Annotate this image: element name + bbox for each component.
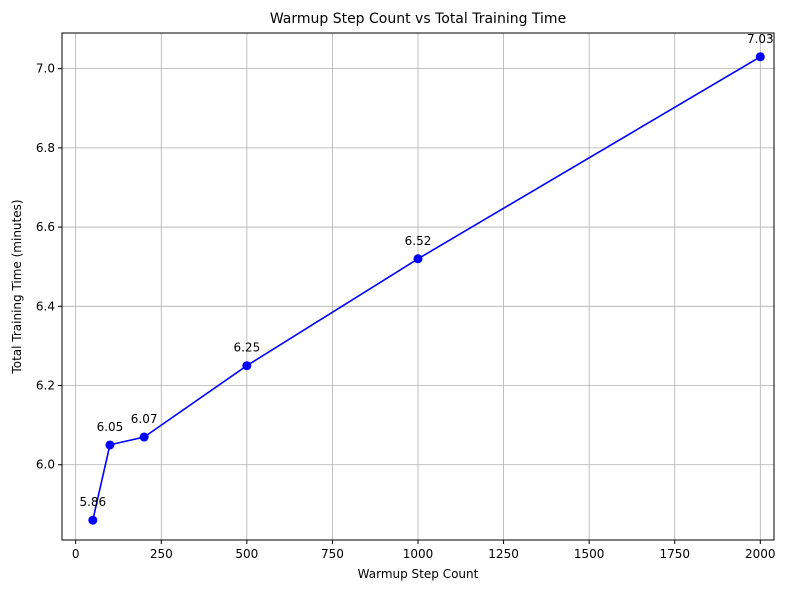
y-tick-label: 6.8 xyxy=(36,141,55,155)
x-tick-label: 1500 xyxy=(574,547,605,561)
chart-title: Warmup Step Count vs Total Training Time xyxy=(270,11,566,27)
ticks: 0 250 500 750 1000 1250 1500 1750 2000 6.0 6.2 6.4 6… xyxy=(36,62,776,561)
y-tick-label: 6.0 xyxy=(36,458,55,472)
y-tick-label: 6.6 xyxy=(36,220,55,234)
x-tick-label: 1750 xyxy=(659,547,690,561)
x-tick-label: 250 xyxy=(150,547,173,561)
x-tick-label: 750 xyxy=(321,547,344,561)
y-tick-label: 6.2 xyxy=(36,379,55,393)
data-label: 6.52 xyxy=(405,234,432,248)
data-point xyxy=(139,432,149,442)
data-label: 6.25 xyxy=(233,341,260,355)
data-point xyxy=(105,440,115,450)
data-label: 6.07 xyxy=(131,412,158,426)
data-point xyxy=(755,52,765,62)
data-point xyxy=(242,361,252,371)
y-axis-label: Total Training Time (minutes) xyxy=(10,199,24,374)
data-point xyxy=(413,254,423,264)
series-layer: 5.86 6.05 6.07 6.25 6.52 7.03 xyxy=(79,32,774,525)
series-line xyxy=(92,56,761,521)
y-tick-label: 7.0 xyxy=(36,62,55,76)
x-tick-label: 0 xyxy=(72,547,80,561)
data-label: 6.05 xyxy=(97,420,124,434)
y-tick-label: 6.4 xyxy=(36,299,55,313)
data-label: 5.86 xyxy=(79,495,106,509)
x-tick-label: 1250 xyxy=(488,547,519,561)
grid xyxy=(62,33,774,540)
x-tick-label: 500 xyxy=(235,547,258,561)
data-point xyxy=(88,515,98,525)
x-tick-label: 2000 xyxy=(745,547,776,561)
x-axis-label: Warmup Step Count xyxy=(358,567,479,581)
x-tick-label: 1000 xyxy=(403,547,434,561)
data-label: 7.03 xyxy=(747,32,774,46)
